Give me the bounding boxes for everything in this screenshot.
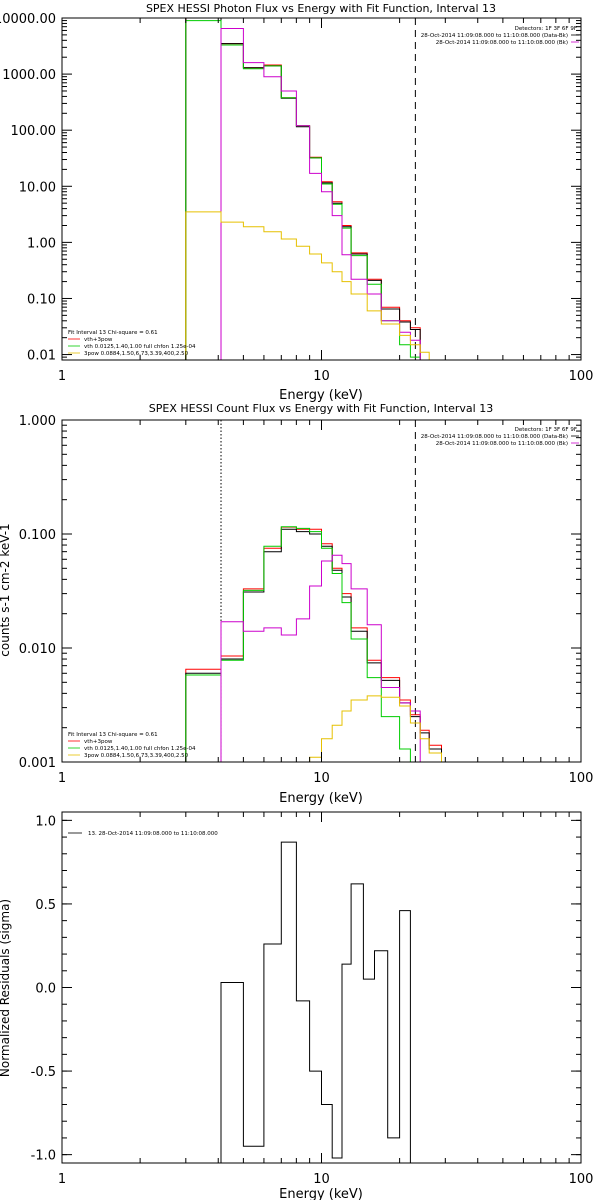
header-block: Detectors: 1F 3F 6F 9F 28-Oct-2014 11:09… xyxy=(421,427,579,447)
y-tick-label: 0.001 xyxy=(19,756,56,771)
header-block: Detectors: 1F 3F 6F 9F 28-Oct-2014 11:09… xyxy=(421,26,579,46)
y-tick-label: 0.10 xyxy=(27,292,56,307)
detectors-label: Detectors: 1F 3F 6F 9F xyxy=(515,26,577,32)
chart-title: SPEX HESSI Count Flux vs Energy with Fit… xyxy=(149,402,493,415)
x-tick-label: 1 xyxy=(58,771,66,786)
series-line xyxy=(185,18,421,360)
spectrum-series xyxy=(185,526,442,762)
vertical-markers xyxy=(220,420,416,762)
axis-ticks: 1 10 100 1.000 0.100 0.010 0.001 xyxy=(19,414,594,786)
x-tick-label: 100 xyxy=(569,771,594,786)
y-tick-label: 0.100 xyxy=(19,528,56,543)
axis-ticks: 1 10 100 1.0 0.5 0.0 -0.5 -1.0 xyxy=(31,812,594,1187)
legend-label: 3pow 0.0884,1.50,6.73,3.39,400,2.50 xyxy=(84,351,189,357)
series-line xyxy=(185,526,442,762)
y-tick-label: 0.010 xyxy=(19,642,56,657)
panel-photon-flux: SPEX HESSI Photon Flux vs Energy with Fi… xyxy=(0,2,593,403)
series-line xyxy=(220,841,411,1163)
y-axis-label: counts s-1 cm-2 keV-1 xyxy=(0,523,12,656)
chart-title: SPEX HESSI Photon Flux vs Energy with Fi… xyxy=(146,2,496,15)
legend-label: vth+3pow xyxy=(84,739,113,745)
axis-ticks: 1 10 100 10000.00 1000.00 100.00 10.00 1.00 0.10… xyxy=(0,12,593,384)
legend: Fit Interval 13 Chi-square = 0.61 vth+3p… xyxy=(68,732,196,759)
series-line xyxy=(220,554,421,762)
y-tick-label: 100.00 xyxy=(11,124,57,139)
x-tick-label: 10 xyxy=(313,771,330,786)
interval-label: 28-Oct-2014 11:09:08.000 to 11:10:08.000… xyxy=(421,33,568,39)
y-tick-label: 0.5 xyxy=(35,898,56,913)
series-line xyxy=(185,526,411,762)
panel-count-flux: SPEX HESSI Count Flux vs Energy with Fit… xyxy=(0,402,593,806)
fit-label: Fit Interval 13 Chi-square = 0.61 xyxy=(68,330,158,336)
legend: Fit Interval 13 Chi-square = 0.61 vth+3p… xyxy=(68,330,196,357)
detectors-label: Detectors: 1F 3F 6F 9F xyxy=(515,427,577,433)
plot-frame xyxy=(61,419,582,763)
x-tick-label: 1 xyxy=(58,369,66,384)
legend-label: vth 0.0125,1.40,1.00 full chfon 1.25e-04 xyxy=(84,746,196,752)
legend-label: 3pow 0.0884,1.50,6.73,3.39,400,2.50 xyxy=(84,753,189,759)
residual-series xyxy=(220,841,411,1163)
x-axis-label: Energy (keV) xyxy=(279,791,363,806)
y-tick-label: 0.01 xyxy=(27,349,56,364)
x-tick-label: 10 xyxy=(313,369,330,384)
background-label: 28-Oct-2014 11:09:08.000 to 11:10:08.000… xyxy=(436,441,568,447)
interval-label: 28-Oct-2014 11:09:08.000 to 11:10:08.000… xyxy=(421,434,568,440)
plot-area xyxy=(185,420,442,762)
y-axis-label: Normalized Residuals (sigma) xyxy=(0,899,12,1077)
y-tick-label: 1.000 xyxy=(19,414,56,429)
series-line xyxy=(220,28,421,360)
series-line xyxy=(185,528,442,762)
y-tick-label: -0.5 xyxy=(31,1065,56,1080)
y-tick-label: 1000.00 xyxy=(2,68,56,83)
x-tick-label: 100 xyxy=(569,369,594,384)
legend-label: vth+3pow xyxy=(84,337,113,343)
y-tick-label: -1.0 xyxy=(31,1149,56,1164)
series-line xyxy=(185,211,442,360)
y-tick-label: 1.00 xyxy=(27,236,56,251)
x-axis-label: Energy (keV) xyxy=(279,1187,363,1200)
x-tick-label: 1 xyxy=(58,1172,66,1187)
background-label: 28-Oct-2014 11:09:08.000 to 11:10:08.000… xyxy=(436,40,568,46)
legend: 13. 28-Oct-2014 11:09:08.000 to 11:10:08… xyxy=(68,831,218,837)
y-tick-label: 1.0 xyxy=(35,814,56,829)
legend-label: 13. 28-Oct-2014 11:09:08.000 to 11:10:08… xyxy=(88,831,218,837)
plot-frame xyxy=(61,811,582,1164)
plot-area xyxy=(220,841,411,1163)
spectrum-series xyxy=(185,18,442,360)
y-tick-label: 0.0 xyxy=(35,982,56,997)
y-tick-label: 10.00 xyxy=(19,180,56,195)
x-tick-label: 100 xyxy=(569,1172,594,1187)
x-axis-label: Energy (keV) xyxy=(279,388,363,403)
x-tick-label: 10 xyxy=(313,1172,330,1187)
panel-residuals: 1 10 100 1.0 0.5 0.0 -0.5 -1.0 13. 28-Oct-2014 … xyxy=(0,811,594,1200)
fit-label: Fit Interval 13 Chi-square = 0.61 xyxy=(68,732,158,738)
legend-label: vth 0.0125,1.40,1.00 full chfon 1.25e-04 xyxy=(84,344,196,350)
plot-area xyxy=(185,18,442,360)
y-tick-label: 10000.00 xyxy=(0,12,56,27)
